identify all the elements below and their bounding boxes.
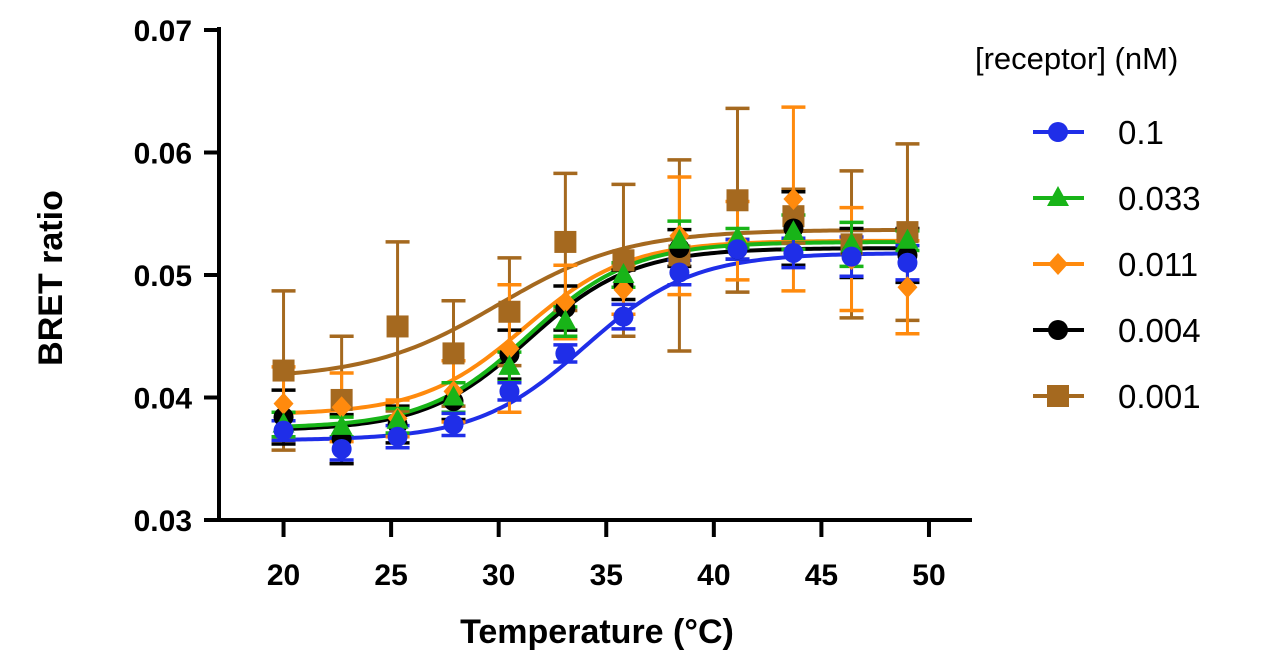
- legend-title: [receptor] (nM): [975, 41, 1178, 76]
- data-point: [330, 414, 353, 435]
- data-point: [668, 228, 691, 249]
- legend-marker: [1048, 320, 1068, 340]
- fit-curve-0.001: [283, 227, 908, 376]
- data-point: [612, 263, 635, 283]
- data-point: [442, 342, 465, 365]
- data-point: [554, 230, 577, 253]
- legend-label: 0.011: [1118, 246, 1198, 283]
- data-point: [613, 278, 634, 301]
- data-point: [273, 420, 294, 441]
- data-point: [613, 306, 634, 327]
- legend-label: 0.033: [1118, 180, 1201, 217]
- data-point: [386, 408, 409, 429]
- data-point: [896, 228, 919, 249]
- y-tick-label: 0.04: [134, 383, 193, 416]
- data-point: [840, 232, 863, 253]
- data-point: [727, 239, 748, 260]
- x-axis-title: Temperature (°C): [460, 613, 734, 651]
- fit-curve-0.011: [283, 238, 908, 416]
- y-ticks: 0.03 0.04 0.05 0.06 0.07: [134, 15, 219, 538]
- data-point: [669, 262, 690, 283]
- data-point: [498, 300, 521, 323]
- data-point: [499, 381, 520, 402]
- x-ticks: 20 25 30 35 40 45 50: [267, 520, 946, 592]
- fit-curve-0.033: [283, 240, 908, 429]
- y-tick-label: 0.06: [134, 138, 192, 171]
- legend-marker: [1047, 385, 1069, 407]
- x-tick-label: 35: [590, 559, 623, 592]
- legend-item-0.004: 0.004: [1033, 312, 1201, 349]
- data-point: [612, 249, 635, 272]
- x-tick-label: 20: [267, 559, 300, 592]
- data-point: [331, 438, 352, 459]
- x-tick-label: 30: [482, 559, 515, 592]
- data-point: [554, 309, 577, 330]
- y-tick-label: 0.07: [134, 15, 192, 48]
- data-point: [726, 189, 749, 212]
- data-point: [498, 354, 521, 375]
- data-markers: [272, 188, 919, 459]
- legend-marker: [1048, 122, 1068, 142]
- data-point: [783, 188, 804, 211]
- data-point: [841, 246, 862, 267]
- fit-curves: [283, 227, 908, 442]
- legend-item-0.033: 0.033: [1033, 180, 1201, 217]
- data-point: [555, 290, 576, 313]
- y-tick-label: 0.03: [134, 505, 192, 538]
- legend-item-0.011: 0.011: [1033, 246, 1198, 283]
- x-tick-label: 50: [912, 559, 945, 592]
- x-tick-label: 40: [697, 559, 730, 592]
- legend-label: 0.001: [1118, 378, 1201, 415]
- data-point: [386, 315, 409, 338]
- y-axis-title: BRET ratio: [32, 190, 70, 366]
- data-point: [331, 396, 352, 419]
- data-point: [897, 252, 918, 273]
- legend-label: 0.004: [1118, 312, 1201, 349]
- data-point: [443, 414, 464, 435]
- data-point: [387, 426, 408, 447]
- legend-label: 0.1: [1118, 114, 1164, 151]
- data-point: [783, 242, 804, 263]
- legend-item-0.001: 0.001: [1033, 378, 1201, 415]
- data-point: [897, 276, 918, 299]
- y-tick-label: 0.05: [134, 260, 192, 293]
- legend-marker: [1047, 186, 1069, 206]
- data-point: [782, 220, 805, 241]
- data-point: [272, 359, 295, 382]
- data-point: [273, 392, 294, 415]
- axes: 0.03 0.04 0.05 0.06 0.07 20 25 30 35 40 45 50: [134, 15, 972, 592]
- x-tick-label: 45: [805, 559, 838, 592]
- data-point: [499, 337, 520, 360]
- legend-marker: [1048, 253, 1068, 275]
- legend: [receptor] (nM) 0.1 0.033 0.011 0.004 0.001: [975, 41, 1201, 415]
- x-tick-label: 25: [374, 559, 407, 592]
- legend-item-0.1: 0.1: [1033, 114, 1164, 151]
- data-point: [442, 385, 465, 406]
- data-point: [555, 343, 576, 364]
